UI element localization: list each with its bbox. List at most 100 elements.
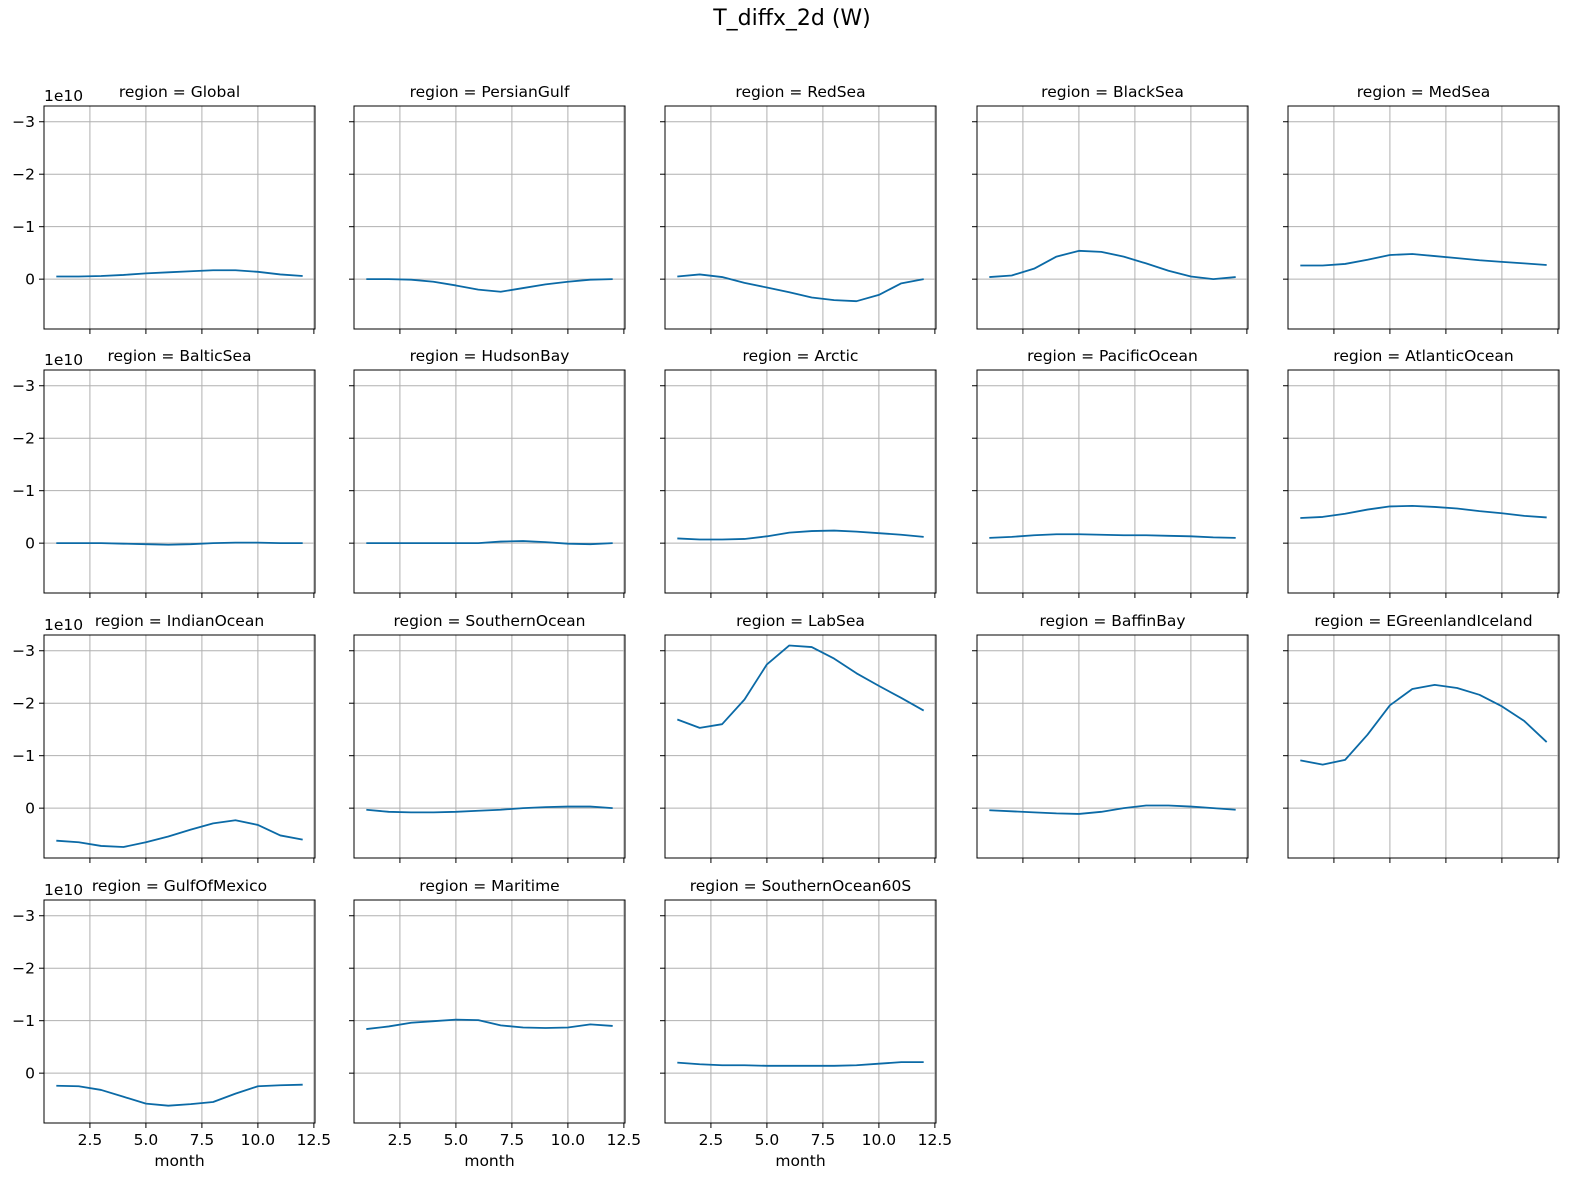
subplot-title: region = MedSea — [1357, 83, 1490, 101]
subplot-IndianOcean: region = IndianOcean −3 −2 −1 0 1e10 — [12, 612, 316, 863]
x-tick-label: 12.5 — [918, 1131, 953, 1149]
x-tick-label: 7.5 — [500, 1131, 525, 1149]
series-line-Global — [56, 269, 303, 278]
y-offset-label: 1e10 — [44, 351, 83, 369]
axes-frame — [976, 105, 1249, 330]
series-line-HudsonBay — [366, 540, 613, 546]
x-tick-label: 2.5 — [388, 1131, 413, 1149]
subplot-title: region = SouthernOcean60S — [690, 877, 912, 895]
series-line-MedSea — [1300, 253, 1547, 267]
series-line-PacificOcean — [989, 533, 1236, 539]
axes-frame — [43, 369, 316, 594]
axes-frame — [976, 369, 1249, 594]
y-tick-label: 0 — [25, 800, 35, 818]
y-tick-label: −1 — [12, 218, 35, 236]
x-axis-label: month — [775, 1152, 825, 1170]
x-axis-label: month — [464, 1152, 514, 1170]
y-tick-label: −3 — [12, 113, 35, 131]
axes-frame — [43, 634, 316, 859]
x-tick-label: 10.0 — [862, 1131, 897, 1149]
x-tick-label: 12.5 — [297, 1131, 332, 1149]
series-line-BalticSea — [56, 541, 303, 546]
y-offset-label: 1e10 — [44, 881, 83, 899]
subplot-GulfOfMexico: region = GulfOfMexico −3 −2 −1 0 1e10 2.5 5.0 7.… — [12, 877, 331, 1170]
x-tick-label: 10.0 — [241, 1131, 276, 1149]
series-line-IndianOcean — [56, 819, 303, 848]
series-line-LabSea — [677, 644, 925, 729]
axes-frame — [976, 634, 1249, 859]
subplot-title: region = GulfOfMexico — [92, 877, 267, 895]
axes-frame — [664, 105, 937, 330]
subplot-title: region = BaffinBay — [1039, 612, 1185, 630]
subplot-PersianGulf: region = PersianGulf — [349, 83, 626, 334]
subplot-title: region = HudsonBay — [410, 347, 570, 365]
axes-frame — [1287, 369, 1560, 594]
subplot-BalticSea: region = BalticSea −3 −2 −1 0 1e10 — [12, 347, 316, 598]
series-line-EGreenlandIceland — [1300, 683, 1548, 766]
series-line-AtlanticOcean — [1300, 504, 1547, 519]
subplot-RedSea: region = RedSea — [660, 83, 937, 334]
subplot-SouthernOcean: region = SouthernOcean — [349, 612, 626, 863]
axes-frame — [1287, 105, 1560, 330]
x-tick-label: 2.5 — [699, 1131, 724, 1149]
series-line-Arctic — [677, 529, 924, 541]
axes-frame — [664, 634, 937, 859]
subplot-title: region = BalticSea — [107, 347, 251, 365]
y-tick-label: −2 — [12, 960, 35, 978]
subplot-title: region = IndianOcean — [95, 612, 264, 630]
y-tick-label: −3 — [12, 642, 35, 660]
subplot-title: region = SouthernOcean — [394, 612, 586, 630]
axes-frame — [43, 899, 316, 1124]
y-tick-label: −1 — [12, 1012, 35, 1030]
x-tick-label: 5.0 — [134, 1131, 159, 1149]
subplot-MedSea: region = MedSea — [1283, 83, 1560, 334]
subplot-title: region = Arctic — [743, 347, 859, 365]
y-offset-label: 1e10 — [44, 87, 83, 105]
x-tick-label: 7.5 — [190, 1131, 215, 1149]
subplot-Global: region = Global −3 −2 −1 0 1e10 — [12, 83, 316, 334]
series-line-GulfOfMexico — [56, 1083, 303, 1107]
y-tick-label: −2 — [12, 166, 35, 184]
x-tick-label: 2.5 — [78, 1131, 103, 1149]
subplot-title: region = RedSea — [735, 83, 865, 101]
subplot-Arctic: region = Arctic — [660, 347, 937, 598]
subplot-HudsonBay: region = HudsonBay — [349, 347, 626, 598]
axes-frame — [353, 634, 626, 859]
series-line-BaffinBay — [989, 804, 1236, 815]
subplot-SouthernOcean60S: region = SouthernOcean60S 2.5 5.0 7.5 10.0 12… — [660, 877, 952, 1170]
subplot-title: region = PacificOcean — [1027, 347, 1198, 365]
series-line-SouthernOcean60S — [677, 1061, 924, 1067]
axes-frame — [353, 105, 626, 330]
y-tick-label: −1 — [12, 747, 35, 765]
subplot-LabSea: region = LabSea — [660, 612, 937, 863]
y-tick-label: −2 — [12, 430, 35, 448]
figure-title: T_diffx_2d (W) — [713, 6, 871, 31]
y-tick-label: 0 — [25, 1065, 35, 1083]
subplot-AtlanticOcean: region = AtlanticOcean — [1283, 347, 1560, 598]
y-tick-label: 0 — [25, 535, 35, 553]
subplot-title: region = Global — [119, 83, 240, 101]
x-tick-label: 5.0 — [444, 1131, 469, 1149]
axes-frame — [353, 899, 626, 1124]
axes-frame — [353, 369, 626, 594]
subplot-BaffinBay: region = BaffinBay — [972, 612, 1249, 863]
series-line-RedSea — [677, 273, 924, 303]
y-offset-label: 1e10 — [44, 616, 83, 634]
x-tick-label: 7.5 — [811, 1131, 836, 1149]
subplot-title: region = BlackSea — [1041, 83, 1184, 101]
subplot-BlackSea: region = BlackSea — [972, 83, 1249, 334]
subplot-title: region = PersianGulf — [410, 83, 570, 101]
axes-frame — [664, 899, 937, 1124]
subplot-title: region = AtlanticOcean — [1333, 347, 1513, 365]
x-tick-label: 10.0 — [551, 1131, 586, 1149]
y-tick-label: −3 — [12, 377, 35, 395]
axes-frame — [1287, 634, 1560, 859]
x-tick-label: 5.0 — [755, 1131, 780, 1149]
subplot-title: region = Maritime — [419, 877, 559, 895]
series-line-BlackSea — [989, 249, 1236, 281]
subplot-title: region = LabSea — [736, 612, 865, 630]
y-tick-label: −1 — [12, 482, 35, 500]
subplot-EGreenlandIceland: region = EGreenlandIceland — [1283, 612, 1560, 863]
